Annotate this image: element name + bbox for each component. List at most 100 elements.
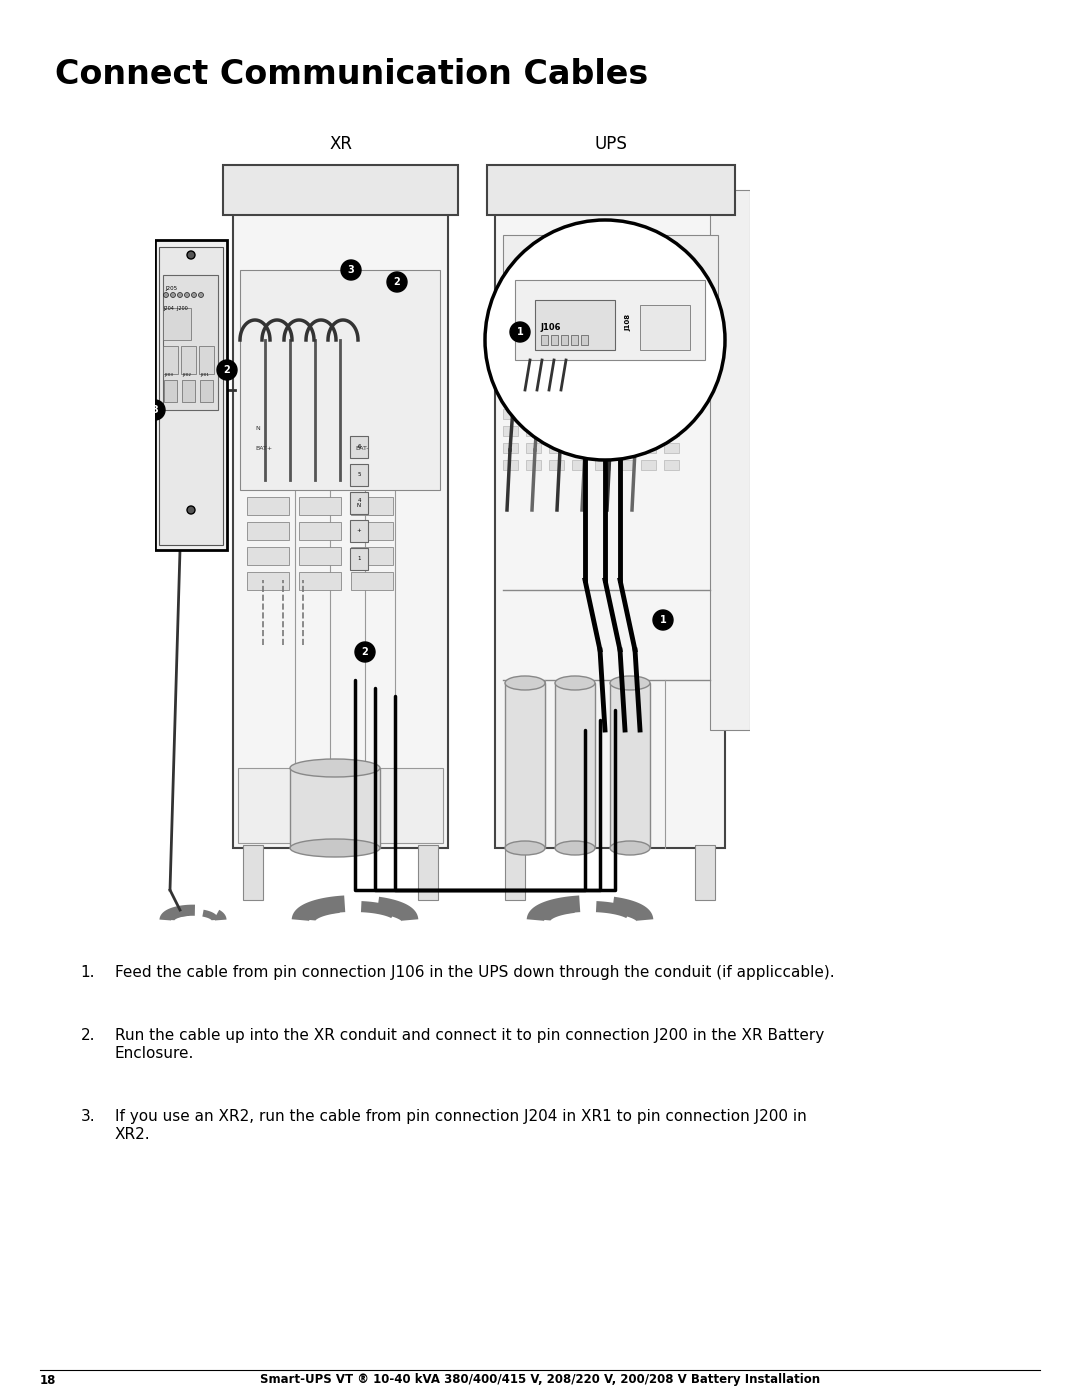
Text: 2.: 2. <box>81 1028 95 1044</box>
Bar <box>541 335 548 345</box>
Text: Enclosure.: Enclosure. <box>114 1046 194 1060</box>
Bar <box>610 683 650 848</box>
Bar <box>618 393 633 402</box>
Bar <box>183 380 195 402</box>
Circle shape <box>187 506 195 514</box>
Bar <box>233 212 448 848</box>
Text: Smart-UPS VT ® 10-40 kVA 380/400/415 V, 208/220 V, 200/208 V Battery Installatio: Smart-UPS VT ® 10-40 kVA 380/400/415 V, … <box>260 1373 820 1386</box>
Bar <box>418 845 438 900</box>
Bar <box>572 426 588 436</box>
Bar <box>351 497 393 515</box>
Bar <box>159 247 222 545</box>
Ellipse shape <box>505 676 545 690</box>
Bar <box>618 460 633 469</box>
Bar <box>642 460 656 469</box>
Bar <box>200 380 213 402</box>
Bar <box>299 571 341 590</box>
Text: J202: J202 <box>183 373 191 377</box>
Bar <box>350 436 368 458</box>
Bar <box>163 307 191 339</box>
Text: 1.: 1. <box>81 965 95 981</box>
Bar <box>664 443 679 453</box>
Circle shape <box>145 400 165 420</box>
Text: J201: J201 <box>200 373 208 377</box>
Bar <box>350 548 368 570</box>
Text: XR: XR <box>329 136 352 154</box>
Text: 3.: 3. <box>80 1109 95 1125</box>
Bar <box>710 190 750 731</box>
Bar <box>618 409 633 419</box>
Circle shape <box>185 292 189 298</box>
Bar <box>495 212 725 848</box>
Text: BAT+: BAT+ <box>255 446 272 451</box>
Bar <box>561 335 568 345</box>
Bar <box>642 409 656 419</box>
Circle shape <box>387 272 407 292</box>
Circle shape <box>199 292 203 298</box>
Bar <box>503 393 518 402</box>
Bar <box>503 443 518 453</box>
Bar <box>199 346 214 374</box>
Circle shape <box>177 292 183 298</box>
Bar <box>351 522 393 541</box>
Text: 1: 1 <box>516 327 524 337</box>
Bar <box>350 492 368 514</box>
Bar <box>291 768 380 848</box>
Text: 4
N: 4 N <box>356 497 361 509</box>
Bar <box>549 393 564 402</box>
Bar <box>350 464 368 486</box>
Text: BAT-: BAT- <box>355 446 368 451</box>
Circle shape <box>187 251 195 258</box>
Bar <box>595 393 610 402</box>
Text: J108: J108 <box>625 314 631 331</box>
Bar <box>503 426 518 436</box>
Circle shape <box>191 292 197 298</box>
Bar <box>526 426 541 436</box>
Bar <box>156 240 227 550</box>
Circle shape <box>171 292 175 298</box>
Bar <box>664 426 679 436</box>
Bar <box>299 548 341 564</box>
Bar <box>595 443 610 453</box>
Ellipse shape <box>610 841 650 855</box>
Bar <box>664 460 679 469</box>
Bar <box>299 497 341 515</box>
Bar <box>642 426 656 436</box>
Text: Feed the cable from pin connection J106 in the UPS down through the conduit (if : Feed the cable from pin connection J106 … <box>114 965 835 981</box>
Bar <box>640 305 690 351</box>
Bar <box>526 409 541 419</box>
Bar <box>664 393 679 402</box>
Text: +: + <box>356 528 362 534</box>
Text: 18: 18 <box>40 1373 56 1386</box>
Bar <box>526 460 541 469</box>
Bar <box>572 409 588 419</box>
Ellipse shape <box>505 841 545 855</box>
Ellipse shape <box>291 840 380 856</box>
Bar <box>238 768 443 842</box>
Circle shape <box>163 292 168 298</box>
Circle shape <box>510 321 530 342</box>
Bar <box>247 522 289 541</box>
Ellipse shape <box>291 759 380 777</box>
Bar <box>163 275 218 409</box>
Text: Connect Communication Cables: Connect Communication Cables <box>55 59 648 91</box>
Bar <box>572 443 588 453</box>
Bar <box>549 426 564 436</box>
Text: N: N <box>255 426 260 432</box>
Text: 6: 6 <box>357 444 361 450</box>
Bar <box>503 460 518 469</box>
Ellipse shape <box>610 676 650 690</box>
Bar <box>526 443 541 453</box>
Bar <box>240 270 440 490</box>
Bar <box>247 571 289 590</box>
Bar <box>618 443 633 453</box>
Bar <box>642 443 656 453</box>
Bar <box>503 235 718 380</box>
Bar <box>222 165 458 215</box>
Bar <box>505 845 525 900</box>
Circle shape <box>341 260 361 279</box>
Circle shape <box>485 219 725 460</box>
Text: XR2.: XR2. <box>114 1127 150 1141</box>
Bar <box>247 548 289 564</box>
Bar <box>581 335 588 345</box>
